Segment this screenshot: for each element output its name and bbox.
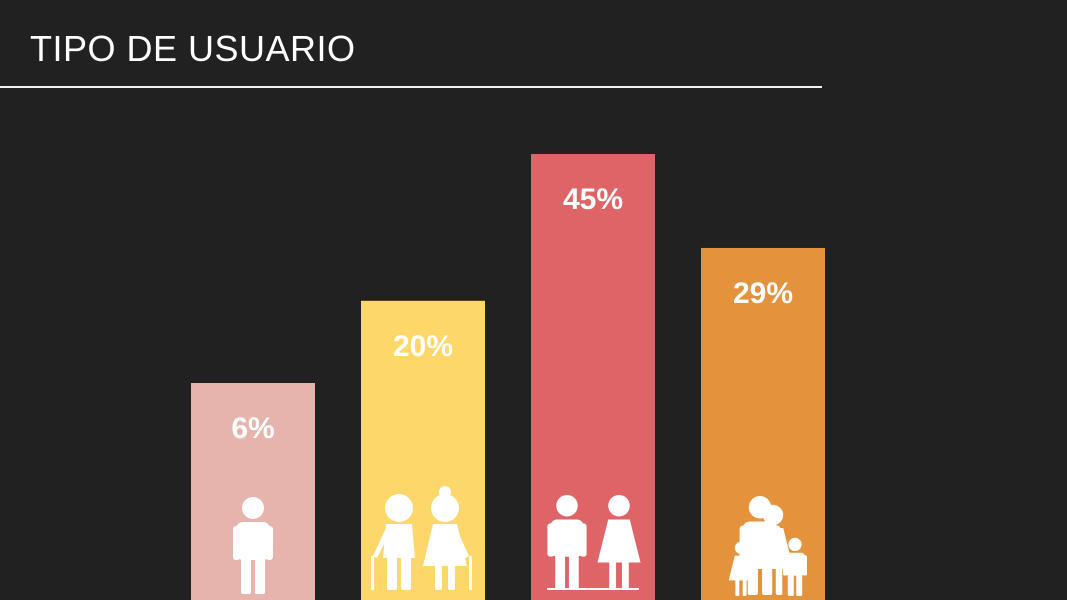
title-divider xyxy=(0,86,822,88)
couple-icon xyxy=(547,494,641,590)
bar-1 xyxy=(191,383,315,600)
bar-value-label: 6% xyxy=(231,412,274,445)
bar-value-label: 20% xyxy=(393,330,453,363)
bar-value-label: 29% xyxy=(733,277,793,310)
page-title: TIPO DE USUARIO xyxy=(30,28,356,69)
bar-value-label: 45% xyxy=(563,183,623,216)
